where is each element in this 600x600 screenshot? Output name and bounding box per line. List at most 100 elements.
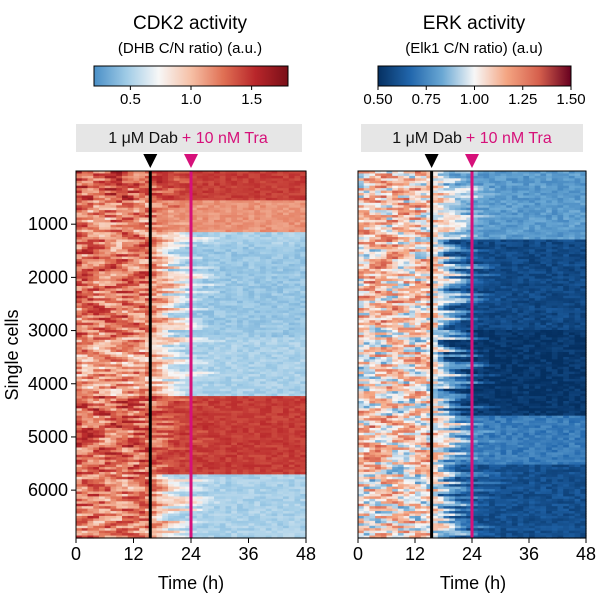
heatmap-cell	[288, 445, 296, 449]
heatmap-cell	[87, 435, 94, 439]
heatmap-cell	[122, 339, 129, 343]
heatmap-cell	[242, 356, 250, 360]
heatmap-cell	[248, 308, 255, 312]
heatmap-cell	[288, 447, 296, 451]
heatmap-cell	[99, 388, 106, 392]
heatmap-cell	[81, 334, 89, 338]
heatmap-cell	[225, 195, 232, 199]
heatmap-cell	[231, 175, 238, 179]
heatmap-cell	[214, 459, 221, 463]
heatmap-cell	[150, 366, 158, 370]
heatmap-cell	[122, 210, 129, 214]
heatmap-cell	[87, 366, 94, 370]
heatmap-cell	[271, 288, 278, 292]
heatmap-cell	[139, 388, 146, 392]
heatmap-cell	[208, 195, 215, 199]
heatmap-cell	[191, 361, 198, 365]
heatmap-cell	[116, 202, 123, 206]
heatmap-cell	[173, 361, 181, 365]
heatmap-cell	[300, 308, 307, 312]
heatmap-cell	[254, 459, 261, 463]
heatmap-cell	[237, 445, 244, 449]
heatmap-cell	[271, 469, 278, 473]
heatmap-cell	[162, 256, 169, 260]
heatmap-cell	[156, 457, 163, 461]
heatmap-cell	[242, 413, 250, 417]
heatmap-cell	[93, 452, 100, 456]
heatmap-cell	[202, 312, 209, 316]
heatmap-cell	[185, 386, 192, 390]
heatmap-cell	[116, 293, 123, 297]
heatmap-cell	[185, 317, 192, 321]
heatmap-cell	[145, 197, 152, 201]
heatmap-cell	[288, 366, 296, 370]
heatmap-cell	[265, 305, 273, 309]
heatmap-cell	[254, 325, 261, 329]
heatmap-cell	[110, 464, 117, 468]
heatmap-cell	[214, 425, 221, 429]
heatmap-cell	[156, 449, 163, 453]
heatmap-cell	[231, 403, 238, 407]
heatmap-cell	[196, 371, 204, 375]
heatmap-cell	[196, 254, 204, 258]
heatmap-cell	[93, 354, 100, 358]
heatmap-cell	[156, 295, 163, 299]
heatmap-cell	[185, 378, 192, 383]
heatmap-cell	[116, 386, 123, 390]
heatmap-cell	[288, 190, 296, 194]
heatmap-cell	[168, 246, 175, 250]
heatmap-cell	[225, 293, 232, 297]
heatmap-cell	[237, 195, 244, 199]
heatmap-cell	[202, 310, 209, 314]
heatmap-cell	[225, 381, 232, 385]
heatmap-cell	[179, 462, 186, 466]
heatmap-cell	[254, 310, 261, 314]
heatmap-cell	[271, 332, 278, 336]
heatmap-cell	[150, 378, 158, 383]
heatmap-cell	[122, 271, 129, 275]
heatmap-cell	[225, 432, 232, 436]
heatmap-cell	[254, 388, 261, 392]
heatmap-cell	[231, 259, 238, 263]
heatmap-cell	[133, 232, 140, 236]
heatmap-cell	[110, 188, 117, 192]
heatmap-cell	[277, 185, 284, 189]
heatmap-cell	[260, 359, 267, 363]
heatmap-cell	[168, 391, 175, 395]
heatmap-cell	[231, 435, 238, 439]
heatmap-cell	[196, 440, 204, 444]
heatmap-cell	[248, 391, 255, 395]
heatmap-cell	[277, 224, 284, 228]
heatmap-cell	[260, 263, 267, 268]
heatmap-cell	[185, 290, 192, 294]
heatmap-cell	[133, 303, 140, 307]
heatmap-cell	[214, 388, 221, 392]
heatmap-cell	[219, 445, 227, 449]
heatmap-cell	[81, 381, 89, 385]
heatmap-cell	[294, 334, 301, 338]
heatmap-cell	[300, 241, 307, 245]
heatmap-cell	[242, 408, 250, 412]
heatmap-cell	[76, 413, 83, 417]
heatmap-cell	[277, 273, 284, 277]
heatmap-cell	[237, 171, 244, 175]
heatmap-cell	[300, 449, 307, 453]
heatmap-cell	[81, 420, 89, 424]
heatmap-cell	[150, 232, 158, 236]
heatmap-cell	[225, 334, 232, 338]
heatmap-cell	[168, 219, 175, 223]
heatmap-cell	[99, 432, 106, 436]
heatmap-cell	[225, 312, 232, 316]
heatmap-cell	[173, 464, 181, 468]
heatmap-cell	[145, 474, 152, 478]
heatmap-cell	[294, 398, 301, 402]
heatmap-cell	[99, 180, 106, 184]
heatmap-cell	[99, 449, 106, 453]
heatmap-cell	[179, 445, 186, 449]
heatmap-cell	[202, 288, 209, 292]
heatmap-cell	[260, 249, 267, 253]
heatmap-cell	[76, 261, 83, 265]
heatmap-cell	[145, 393, 152, 397]
heatmap-cell	[76, 215, 83, 219]
heatmap-cell	[139, 200, 146, 204]
